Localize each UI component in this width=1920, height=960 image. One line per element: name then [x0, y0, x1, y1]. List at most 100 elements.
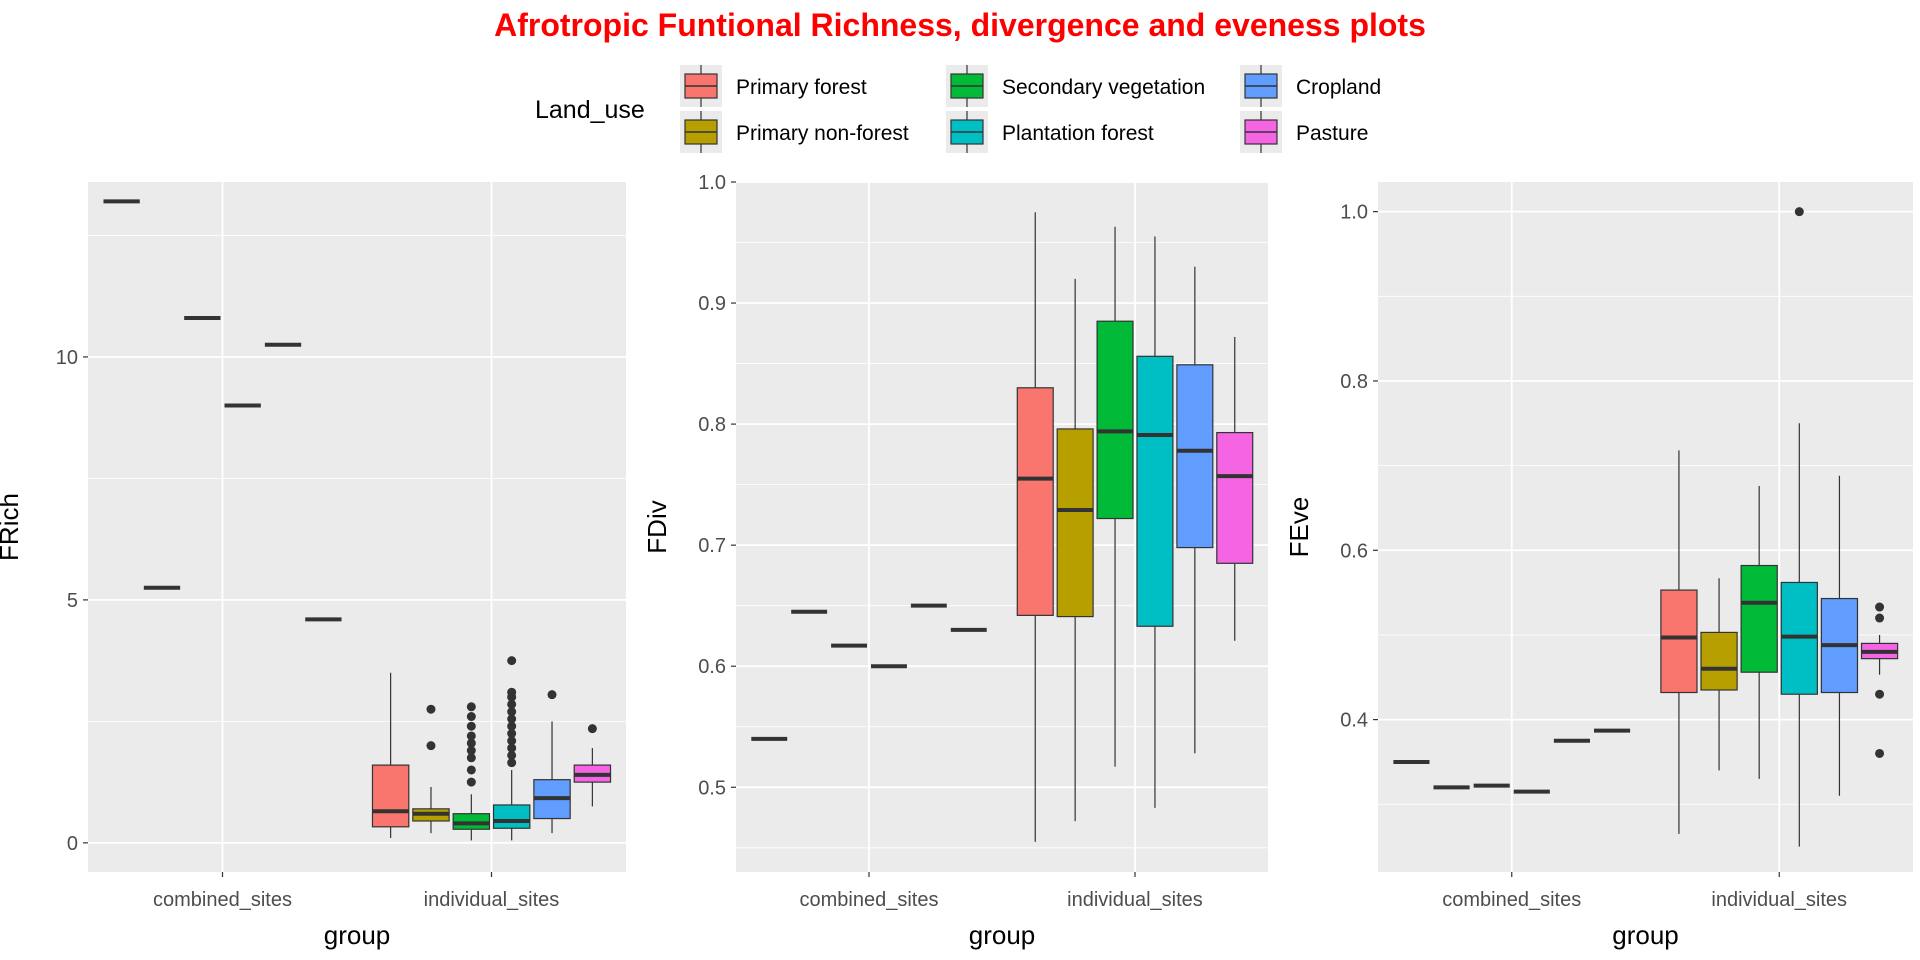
- y-tick-label: 1.0: [698, 172, 726, 194]
- box-body: [1740, 564, 1778, 673]
- y-tick-label: 10: [56, 347, 78, 369]
- box-pasture: [1216, 336, 1254, 641]
- box-cropland: [533, 690, 571, 834]
- box-body: [1660, 589, 1698, 694]
- box-body: [1136, 355, 1174, 627]
- legend-label: Cropland: [1296, 76, 1381, 99]
- x-axis-title: group: [969, 920, 1036, 950]
- box-primary-non-forest: [412, 704, 450, 834]
- y-axis-title: FRich: [0, 493, 24, 561]
- outlier-point: [466, 753, 476, 763]
- outlier-point: [1875, 613, 1885, 623]
- x-tick-label: combined_sites: [153, 889, 292, 911]
- legend-item: Pasture: [1240, 111, 1368, 153]
- y-tick-label: 0: [67, 833, 78, 855]
- outlier-point: [1875, 748, 1885, 758]
- y-tick-label: 0.6: [698, 656, 726, 678]
- legend-item: Plantation forest: [946, 111, 1154, 153]
- legend-item: Primary non-forest: [680, 111, 909, 153]
- box-cropland: [1176, 266, 1214, 754]
- box-body: [492, 804, 531, 829]
- box-cropland: [1820, 475, 1859, 796]
- outlier-point: [426, 704, 436, 714]
- x-axis-title: group: [324, 920, 391, 950]
- box-body: [1216, 431, 1254, 564]
- legend-label: Primary forest: [736, 76, 867, 99]
- legend-item: Cropland: [1240, 65, 1381, 107]
- legend: Land_use Primary forest Primary non-fores…: [535, 65, 1381, 153]
- outlier-point: [547, 690, 557, 700]
- panel-feve: 0.4 0.6 0.8 1.0 combined_sites individual_sit…: [1284, 182, 1913, 950]
- box-plantation-forest: [1780, 207, 1818, 847]
- legend-label: Plantation forest: [1002, 122, 1154, 145]
- box-plantation-forest: [492, 656, 531, 841]
- box-body: [1700, 631, 1738, 691]
- panel-fdiv: 0.5 0.6 0.7 0.8 0.9 1.0 combined_sites individu…: [642, 172, 1268, 950]
- plot-background: [88, 182, 626, 872]
- outlier-point: [507, 714, 517, 724]
- box-plantation-forest: [1136, 236, 1174, 808]
- x-tick-label: individual_sites: [424, 889, 560, 911]
- outlier-point: [507, 743, 517, 753]
- y-tick-label: 0.8: [1340, 371, 1368, 393]
- box-body: [1056, 428, 1094, 618]
- outlier-point: [466, 777, 476, 787]
- outlier-point: [507, 736, 517, 746]
- outlier-point: [507, 750, 517, 760]
- box-primary-forest: [1660, 450, 1698, 834]
- x-axis-title: group: [1612, 920, 1679, 950]
- plot-background: [1378, 182, 1913, 872]
- box-primary-non-forest: [1700, 578, 1738, 771]
- outlier-point: [507, 656, 517, 666]
- box-pasture: [573, 724, 612, 807]
- outlier-point: [1875, 602, 1885, 612]
- legend-label: Secondary vegetation: [1002, 76, 1205, 99]
- outlier-point: [507, 721, 517, 731]
- y-tick-label: 0.9: [698, 293, 726, 315]
- box-secondary-vegetation: [1740, 485, 1778, 779]
- outlier-point: [507, 687, 517, 697]
- box-primary-forest: [1016, 212, 1054, 842]
- y-tick-label: 5: [67, 590, 78, 612]
- outlier-point: [426, 741, 436, 751]
- chart-title: Afrotropic Funtional Richness, divergenc…: [494, 7, 1426, 43]
- box-pasture: [1860, 602, 1899, 758]
- outlier-point: [587, 724, 597, 734]
- box-secondary-vegetation: [452, 702, 491, 841]
- y-tick-label: 0.6: [1340, 540, 1368, 562]
- y-tick-label: 0.8: [698, 414, 726, 436]
- outlier-point: [466, 712, 476, 722]
- box-body: [371, 764, 410, 828]
- y-tick-label: 0.5: [698, 777, 726, 799]
- y-tick-label: 1.0: [1340, 202, 1368, 224]
- outlier-point: [466, 731, 476, 741]
- y-axis-title: FDiv: [642, 500, 672, 553]
- x-tick-label: combined_sites: [1442, 889, 1581, 911]
- y-tick-label: 0.4: [1340, 710, 1368, 732]
- outlier-point: [466, 738, 476, 748]
- legend-item: Primary forest: [680, 65, 867, 107]
- legend-items: Primary forest Primary non-forest Secondar…: [680, 65, 1381, 153]
- outlier-point: [1794, 207, 1804, 217]
- legend-label: Pasture: [1296, 122, 1368, 145]
- y-axis-title: FEve: [1284, 497, 1314, 558]
- outlier-point: [466, 765, 476, 775]
- box-body: [1096, 320, 1134, 520]
- outlier-point: [507, 707, 517, 717]
- x-tick-label: individual_sites: [1067, 889, 1203, 911]
- legend-title: Land_use: [535, 96, 645, 124]
- legend-label: Primary non-forest: [736, 122, 909, 145]
- outlier-point: [507, 729, 517, 739]
- box-body: [1016, 387, 1054, 616]
- legend-item: Secondary vegetation: [946, 65, 1205, 107]
- box-primary-non-forest: [1056, 278, 1094, 822]
- box-secondary-vegetation: [1096, 226, 1134, 767]
- outlier-point: [1875, 689, 1885, 699]
- outlier-point: [507, 758, 517, 768]
- box-body: [1176, 364, 1214, 549]
- x-tick-label: combined_sites: [800, 889, 939, 911]
- outlier-point: [466, 721, 476, 731]
- box-primary-forest: [371, 672, 410, 838]
- outlier-point: [507, 699, 517, 709]
